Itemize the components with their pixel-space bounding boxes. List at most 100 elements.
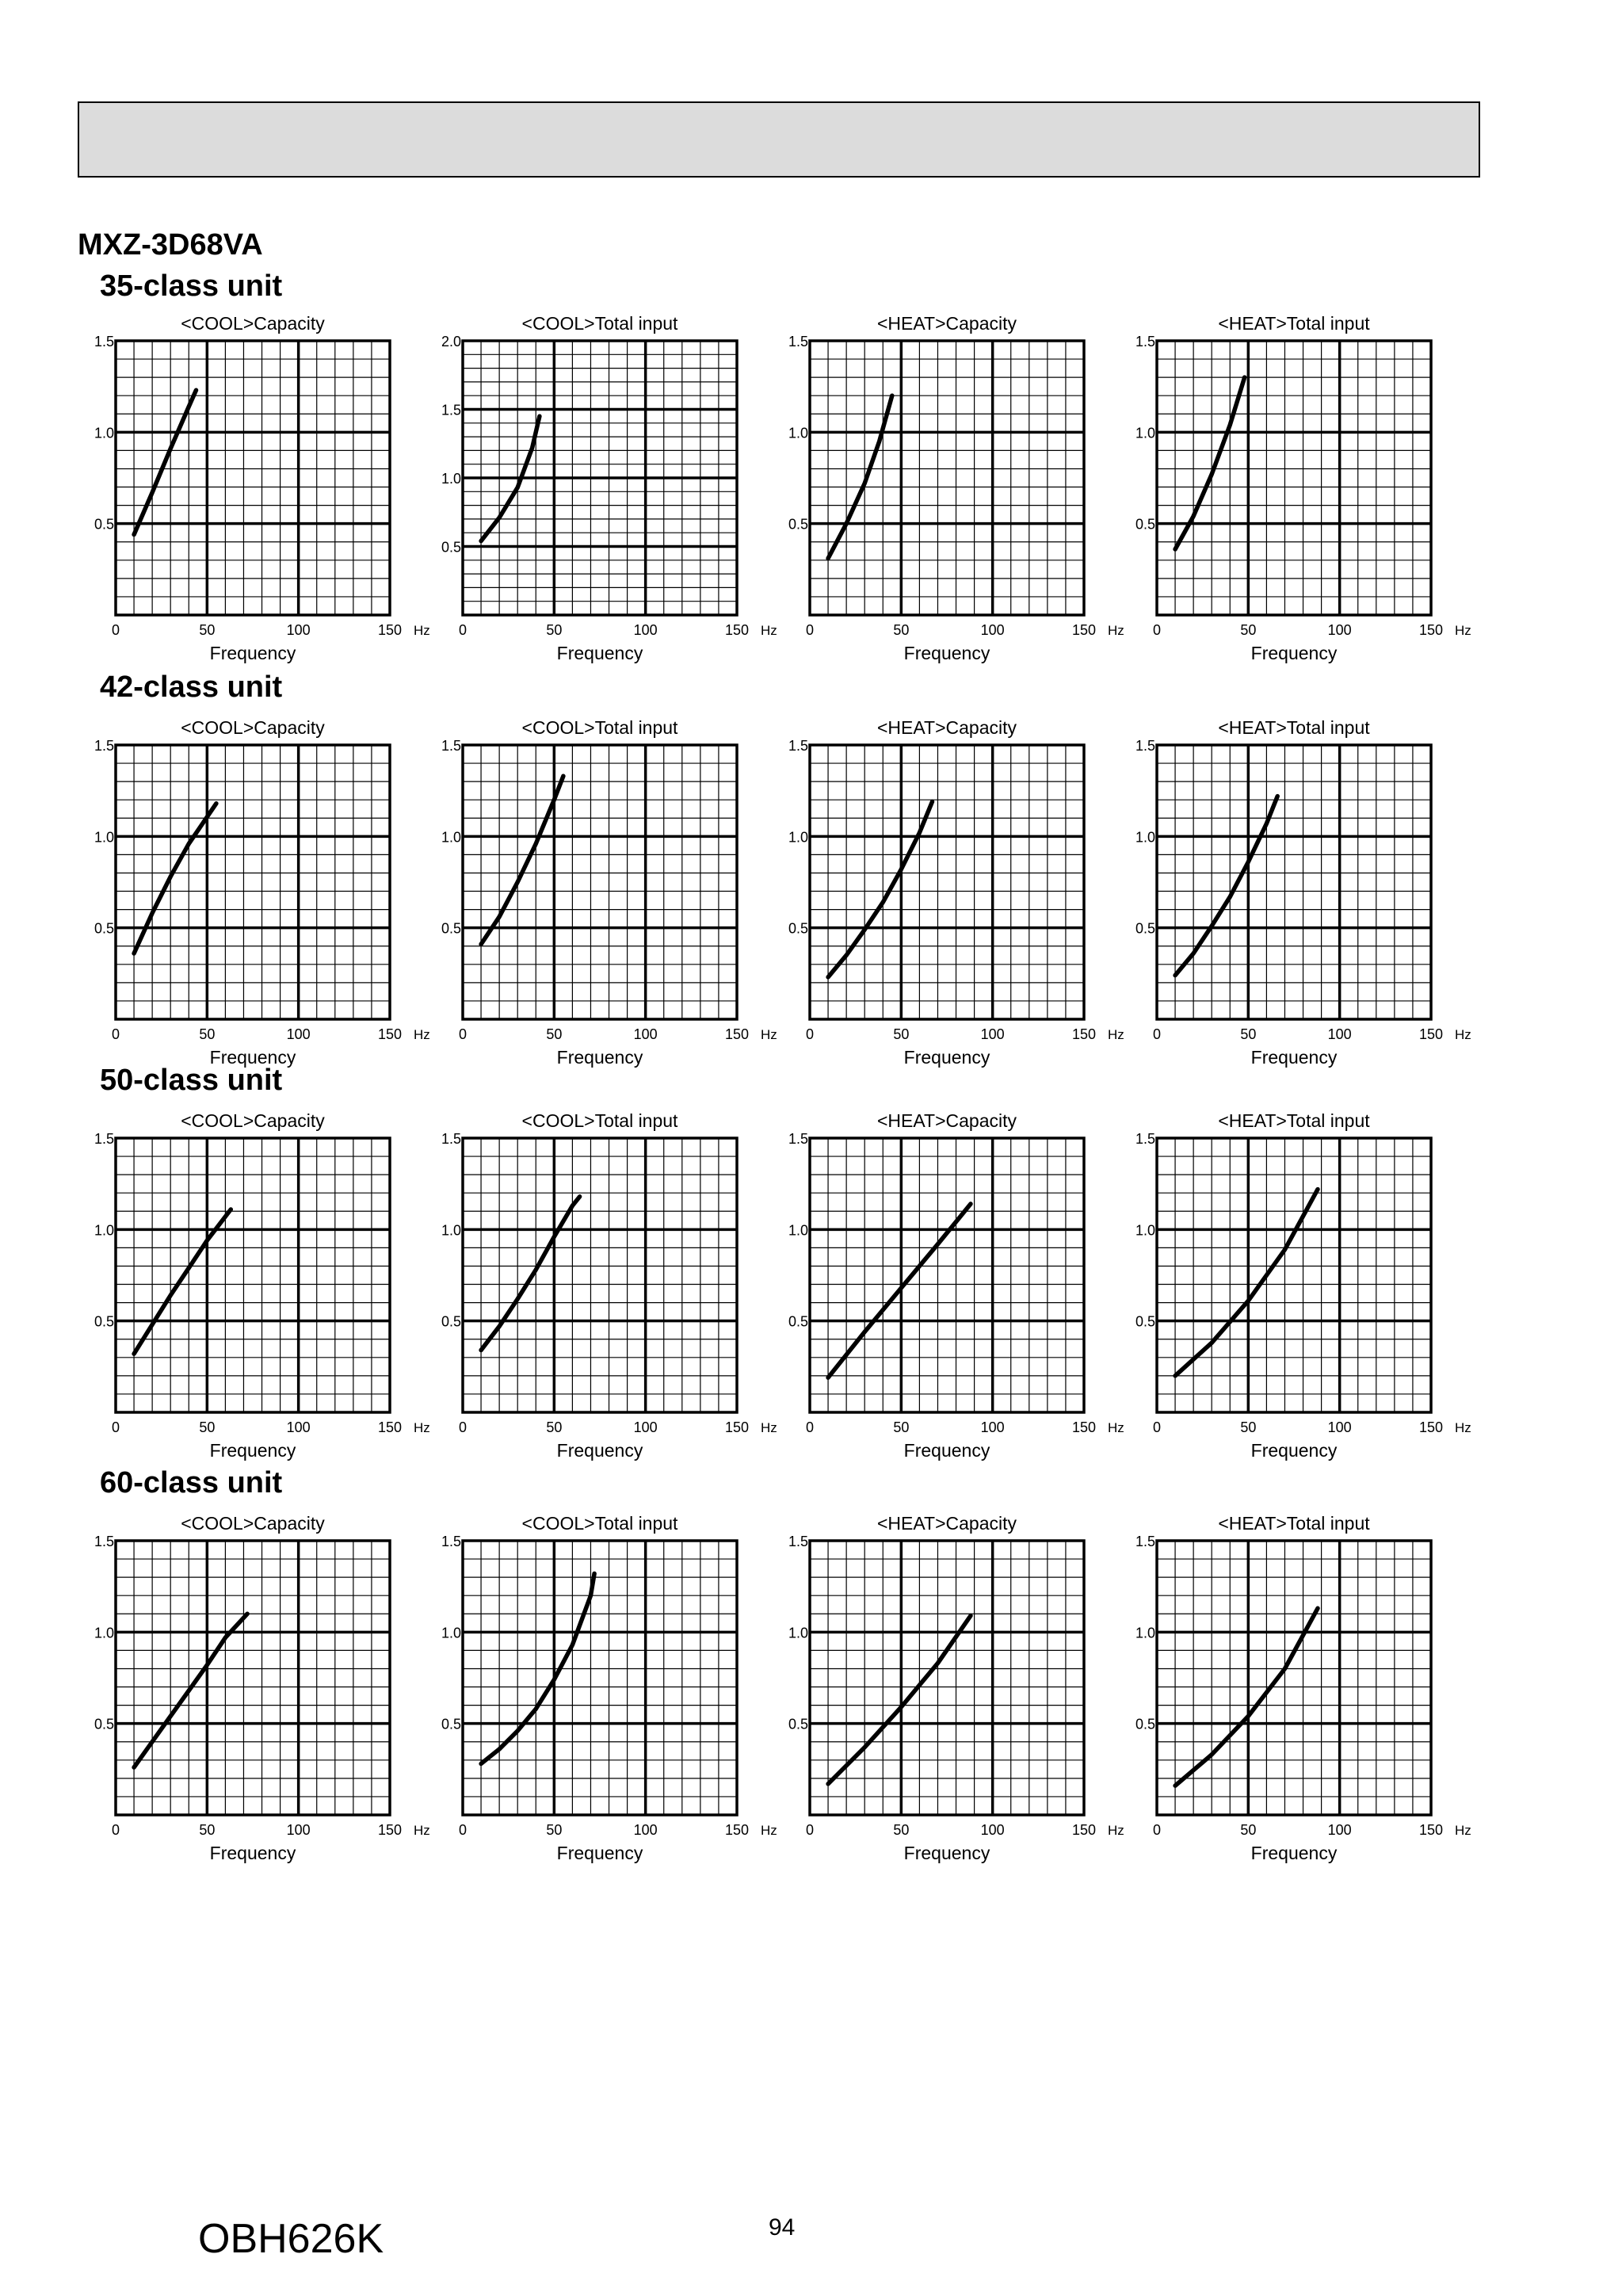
y-tick-label: 0.5: [1135, 1717, 1155, 1733]
plot-frame: [461, 339, 738, 617]
y-tick-label: 1.5: [1135, 1131, 1155, 1147]
x-tick-label: 150: [725, 1822, 749, 1838]
x-tick-label: 100: [981, 1026, 1005, 1042]
plot-frame: [808, 1539, 1086, 1817]
x-tick-label: 0: [1153, 1822, 1161, 1838]
series-line: [479, 1571, 597, 1767]
x-unit-label: Hz: [1108, 1823, 1124, 1838]
x-tick-label: 100: [981, 1822, 1005, 1838]
y-tick-label: 1.5: [788, 334, 808, 350]
chart-title: <COOL>Total input: [522, 1110, 679, 1131]
plot-frame: [114, 339, 391, 617]
series-line: [1173, 793, 1280, 978]
x-tick-label: 50: [199, 1419, 215, 1435]
x-tick-label: 0: [1153, 622, 1161, 638]
x-tick-label: 50: [1240, 1026, 1256, 1042]
series-line: [826, 1201, 973, 1380]
x-tick-label: 100: [1328, 1822, 1352, 1838]
chart-50-4: <HEAT>Total input 0.5 1.0 1.5 0 50 100 150 Hz Fre…: [1135, 1110, 1471, 1461]
chart-title: <COOL>Capacity: [181, 1513, 325, 1534]
y-tick-label: 2.0: [441, 334, 461, 350]
y-tick-label: 0.5: [441, 1717, 461, 1733]
series-line: [1173, 1186, 1320, 1378]
chart-title: <COOL>Capacity: [181, 1110, 325, 1131]
x-tick-label: 0: [806, 1419, 814, 1435]
y-tick-label: 1.5: [788, 1131, 808, 1147]
x-tick-label: 100: [1328, 622, 1352, 638]
x-unit-label: Hz: [1108, 623, 1124, 638]
header-band: [78, 101, 1480, 178]
x-tick-label: 50: [1240, 622, 1256, 638]
x-tick-label: 100: [1328, 1026, 1352, 1042]
x-tick-label: 50: [893, 1026, 909, 1042]
chart-60-1: <COOL>Capacity 0.5 1.0 1.5 0 50 100 150 Hz Freque…: [94, 1513, 430, 1863]
x-tick-label: 50: [199, 1026, 215, 1042]
x-unit-label: Hz: [761, 623, 777, 638]
plot-frame: [808, 1137, 1086, 1414]
x-tick-label: 150: [1072, 1419, 1096, 1435]
x-axis-label: Frequency: [904, 1047, 990, 1068]
x-axis-label: Frequency: [904, 643, 990, 663]
x-tick-label: 150: [725, 1026, 749, 1042]
chart-42-2: <COOL>Total input 0.5 1.0 1.5 0 50 100 150 Hz Fre…: [441, 717, 777, 1068]
x-axis-label: Frequency: [1251, 1047, 1338, 1068]
x-unit-label: Hz: [414, 1420, 430, 1435]
x-tick-label: 150: [378, 622, 402, 638]
x-tick-label: 150: [725, 1419, 749, 1435]
series-line: [479, 1194, 582, 1353]
y-tick-label: 0.5: [1135, 517, 1155, 533]
chart-title: <HEAT>Total input: [1218, 1110, 1370, 1131]
series-line: [826, 393, 895, 561]
x-tick-label: 150: [378, 1026, 402, 1042]
x-tick-label: 100: [981, 1419, 1005, 1435]
x-tick-label: 50: [199, 622, 215, 638]
x-unit-label: Hz: [761, 1823, 777, 1838]
y-tick-label: 0.5: [94, 1314, 114, 1330]
chart-title: <HEAT>Total input: [1218, 313, 1370, 334]
y-tick-label: 1.0: [788, 425, 808, 441]
y-tick-label: 0.5: [1135, 1314, 1155, 1330]
section-heading-35: 35-class unit: [100, 269, 283, 303]
x-tick-label: 0: [112, 1419, 120, 1435]
y-tick-label: 1.0: [94, 1222, 114, 1238]
x-unit-label: Hz: [1455, 623, 1471, 638]
x-axis-label: Frequency: [557, 1843, 643, 1863]
x-unit-label: Hz: [761, 1420, 777, 1435]
model-title: MXZ-3D68VA: [78, 228, 263, 262]
series-line: [826, 799, 935, 980]
x-tick-label: 150: [378, 1822, 402, 1838]
x-tick-label: 100: [634, 1822, 658, 1838]
y-tick-label: 1.5: [788, 1534, 808, 1549]
x-tick-label: 150: [1072, 1026, 1096, 1042]
series-line: [479, 774, 566, 947]
x-tick-label: 150: [1072, 1822, 1096, 1838]
x-tick-label: 0: [459, 1026, 467, 1042]
series-line: [1173, 1606, 1320, 1788]
y-tick-label: 0.5: [788, 517, 808, 533]
x-tick-label: 0: [112, 622, 120, 638]
chart-50-2: <COOL>Total input 0.5 1.0 1.5 0 50 100 150 Hz Fre…: [441, 1110, 777, 1461]
series-line: [479, 414, 542, 544]
series-line: [132, 1611, 250, 1770]
series-line: [826, 1613, 973, 1786]
y-tick-label: 0.5: [441, 540, 461, 556]
x-axis-label: Frequency: [557, 1440, 643, 1461]
x-tick-label: 150: [1419, 1026, 1443, 1042]
x-tick-label: 50: [893, 1419, 909, 1435]
document-code: OBH626K: [198, 2216, 384, 2262]
plot-frame: [114, 1539, 391, 1817]
plot-frame: [1155, 339, 1433, 617]
plot-frame: [114, 743, 391, 1021]
y-tick-label: 1.5: [94, 334, 114, 350]
series-line: [132, 1207, 234, 1356]
x-tick-label: 0: [112, 1026, 120, 1042]
x-tick-label: 150: [1419, 1419, 1443, 1435]
x-tick-label: 150: [378, 1419, 402, 1435]
x-tick-label: 0: [459, 622, 467, 638]
x-axis-label: Frequency: [904, 1843, 990, 1863]
x-tick-label: 0: [112, 1822, 120, 1838]
chart-title: <HEAT>Capacity: [877, 1110, 1017, 1131]
y-tick-label: 1.0: [1135, 829, 1155, 845]
plot-frame: [1155, 1539, 1433, 1817]
x-unit-label: Hz: [1108, 1027, 1124, 1042]
